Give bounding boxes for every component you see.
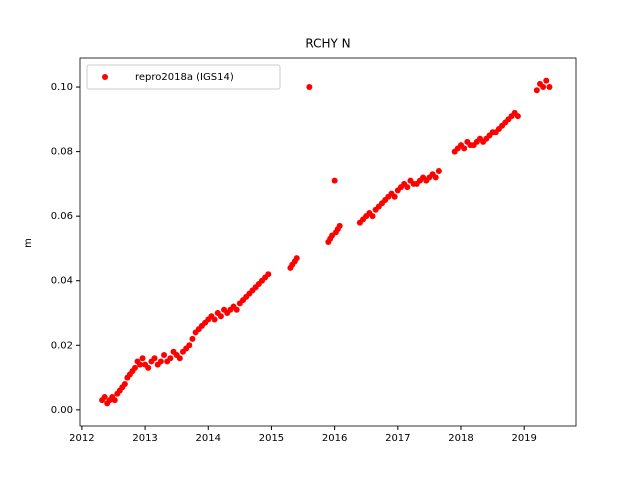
- point: [161, 351, 168, 358]
- point: [111, 397, 118, 404]
- point: [331, 177, 338, 184]
- point: [336, 222, 343, 229]
- point: [217, 313, 224, 320]
- x-tick-label: 2015: [259, 433, 284, 444]
- y-tick-label: 0.02: [51, 340, 73, 351]
- point: [461, 145, 468, 152]
- point: [369, 213, 376, 220]
- y-axis-label: m: [23, 238, 34, 248]
- point: [131, 364, 138, 371]
- y-tick-label: 0.00: [51, 405, 73, 416]
- point: [139, 355, 146, 362]
- x-tick-label: 2013: [132, 433, 157, 444]
- x-tick-label: 2014: [196, 433, 221, 444]
- point: [265, 271, 272, 278]
- point: [514, 113, 521, 120]
- legend-marker: [102, 74, 108, 80]
- x-tick-label: 2016: [322, 433, 347, 444]
- x-tick-label: 2017: [385, 433, 410, 444]
- point: [435, 167, 442, 174]
- point: [404, 184, 411, 191]
- point: [189, 335, 196, 342]
- point: [293, 255, 300, 262]
- point: [432, 174, 439, 181]
- point: [533, 87, 540, 94]
- point: [211, 316, 218, 323]
- point: [121, 381, 128, 388]
- point: [306, 84, 313, 91]
- chart-title: RCHY N: [305, 37, 350, 51]
- point: [151, 355, 158, 362]
- point: [176, 355, 183, 362]
- y-tick-label: 0.08: [51, 147, 73, 158]
- point: [546, 84, 553, 91]
- point: [145, 364, 152, 371]
- point: [543, 77, 550, 84]
- x-tick-label: 2019: [511, 433, 536, 444]
- point: [186, 342, 193, 349]
- y-tick-label: 0.04: [51, 276, 73, 287]
- point: [167, 355, 174, 362]
- point: [233, 306, 240, 313]
- point: [101, 393, 108, 400]
- legend-box: [86, 64, 281, 90]
- y-tick-label: 0.06: [51, 211, 73, 222]
- legend-label: repro2018a (IGS14): [135, 72, 234, 83]
- point: [137, 361, 144, 368]
- point: [157, 358, 164, 365]
- plot-frame: [79, 57, 577, 427]
- y-tick-label: 0.10: [51, 82, 73, 93]
- point: [540, 84, 547, 91]
- point: [391, 193, 398, 200]
- x-tick-label: 2018: [448, 433, 473, 444]
- x-tick-label: 2012: [69, 433, 94, 444]
